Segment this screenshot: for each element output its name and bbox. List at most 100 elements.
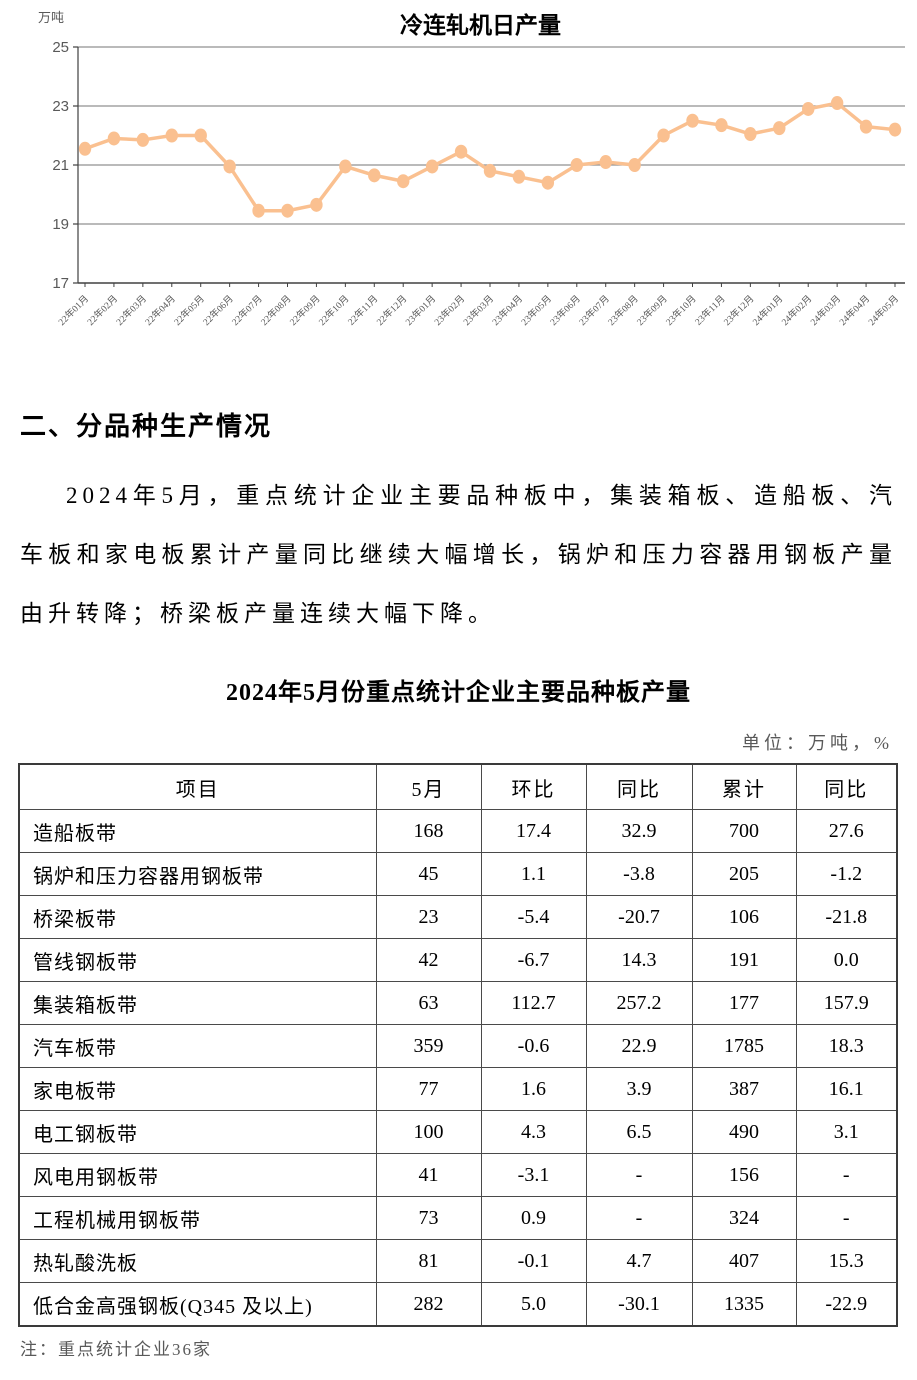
x-tick-label: 24年04月 xyxy=(837,293,872,328)
x-tick-label: 22年06月 xyxy=(200,293,235,328)
data-point-marker xyxy=(802,101,815,116)
x-tick-label: 22年05月 xyxy=(171,293,206,328)
table-row: 低合金高强钢板(Q345 及以上) 282 5.0 -30.1 1335 -22.9 xyxy=(18,1282,898,1327)
data-point-marker xyxy=(454,144,468,159)
data-point-marker xyxy=(628,158,641,172)
row-value: 6.5 xyxy=(585,1110,693,1154)
x-tick-label: 22年02月 xyxy=(85,293,120,328)
x-tick-label: 22年11月 xyxy=(345,293,380,328)
row-value: 156 xyxy=(691,1153,797,1197)
table-header-row: 项目 5月 环比 同比 累计 同比 xyxy=(18,763,898,810)
row-label: 桥梁板带 xyxy=(18,895,377,939)
x-tick-label: 23年05月 xyxy=(519,293,554,328)
data-point-marker xyxy=(165,128,178,143)
row-value: -5.4 xyxy=(480,895,587,939)
row-value: 14.3 xyxy=(585,938,693,982)
y-tick-label: 21 xyxy=(52,157,69,174)
data-point-marker xyxy=(310,197,323,212)
chart-block: 17 19 21 23 25 22年01月 22年02月 22年03月 22年04月 22年05月… xyxy=(0,0,917,345)
row-value: - xyxy=(795,1196,898,1240)
row-value: -20.7 xyxy=(585,895,693,939)
column-header: 同比 xyxy=(585,763,693,810)
row-value: -30.1 xyxy=(585,1282,693,1327)
data-point-marker xyxy=(657,128,670,143)
row-value: -21.8 xyxy=(795,895,898,939)
x-tick-label: 23年07月 xyxy=(576,293,611,328)
column-header: 环比 xyxy=(480,763,587,810)
data-point-marker xyxy=(136,132,150,147)
x-tick-label: 23年08月 xyxy=(605,293,640,328)
data-point-marker xyxy=(252,203,265,218)
row-value: - xyxy=(795,1153,898,1197)
x-tick-label: 24年03月 xyxy=(808,293,843,328)
row-label: 风电用钢板带 xyxy=(18,1153,377,1197)
row-label: 低合金高强钢板(Q345 及以上) xyxy=(18,1282,377,1327)
row-value: 168 xyxy=(375,809,482,853)
data-point-marker xyxy=(397,174,410,189)
data-point-marker xyxy=(888,122,902,137)
y-tick-label: 25 xyxy=(52,39,69,56)
row-value: 324 xyxy=(691,1196,797,1240)
row-value: - xyxy=(585,1196,693,1240)
row-value: 5.0 xyxy=(480,1282,587,1327)
data-line xyxy=(83,101,897,213)
table-row: 管线钢板带 42 -6.7 14.3 191 0.0 xyxy=(18,938,898,982)
row-value: 73 xyxy=(375,1196,482,1240)
row-label: 锅炉和压力容器用钢板带 xyxy=(18,852,377,896)
x-tick-label: 22年08月 xyxy=(258,293,293,328)
row-value: 17.4 xyxy=(480,809,587,853)
row-value: 81 xyxy=(375,1239,482,1283)
x-tick-label: 24年01月 xyxy=(750,293,785,328)
y-tick-label: 23 xyxy=(52,98,69,115)
table-row: 集装箱板带 63 112.7 257.2 177 157.9 xyxy=(18,981,898,1025)
column-header: 累计 xyxy=(691,763,797,810)
row-value: -1.2 xyxy=(795,852,898,896)
x-tick-label: 22年04月 xyxy=(143,293,178,328)
table-row: 造船板带 168 17.4 32.9 700 27.6 xyxy=(18,809,898,853)
row-value: 77 xyxy=(375,1067,482,1111)
data-point-marker xyxy=(78,141,92,156)
data-point-marker xyxy=(686,113,699,128)
data-point-marker xyxy=(859,119,873,134)
row-value: 1335 xyxy=(691,1282,797,1327)
row-value: 205 xyxy=(691,852,797,896)
row-value: -6.7 xyxy=(480,938,587,982)
table-footnote: 注：重点统计企业36家 xyxy=(20,1340,212,1359)
row-value: 407 xyxy=(691,1239,797,1283)
section-paragraph: 2024年5月，重点统计企业主要品种板中，集装箱板、造船板、汽车板和家电板累计产… xyxy=(20,483,897,626)
row-value: 282 xyxy=(375,1282,482,1327)
row-value: 490 xyxy=(691,1110,797,1154)
data-point-marker xyxy=(744,127,757,142)
column-header: 项目 xyxy=(18,763,377,810)
row-label: 工程机械用钢板带 xyxy=(18,1196,377,1240)
table-row: 电工钢板带 100 4.3 6.5 490 3.1 xyxy=(18,1110,898,1154)
row-value: 41 xyxy=(375,1153,482,1197)
data-point-marker xyxy=(483,163,497,178)
table-row: 汽车板带 359 -0.6 22.9 1785 18.3 xyxy=(18,1024,898,1068)
data-point-marker xyxy=(223,159,236,174)
data-point-marker xyxy=(773,121,786,136)
production-table: 项目 5月 环比 同比 累计 同比 造船板带 168 17.4 32.9 700 27.6 锅炉和压力… xyxy=(18,763,898,1327)
row-value: 0.0 xyxy=(795,938,898,982)
x-tick-label: 23年06月 xyxy=(548,293,583,328)
row-value: 1.1 xyxy=(480,852,587,896)
y-tick-label: 19 xyxy=(52,216,69,233)
data-point-marker xyxy=(570,158,583,172)
column-header: 5月 xyxy=(375,763,482,810)
row-value: 3.1 xyxy=(795,1110,898,1154)
data-point-marker xyxy=(339,159,352,174)
row-value: 157.9 xyxy=(795,981,898,1025)
row-value: 257.2 xyxy=(585,981,693,1025)
table-unit-note: 单位：万吨，% xyxy=(742,733,893,753)
row-value: 15.3 xyxy=(795,1239,898,1283)
data-point-marker xyxy=(368,168,381,183)
row-value: - xyxy=(585,1153,693,1197)
row-value: -0.6 xyxy=(480,1024,587,1068)
row-label: 家电板带 xyxy=(18,1067,377,1111)
x-tick-label: 24年05月 xyxy=(866,293,901,328)
row-value: 18.3 xyxy=(795,1024,898,1068)
row-value: 112.7 xyxy=(480,981,587,1025)
row-value: 23 xyxy=(375,895,482,939)
x-tick-label: 23年09月 xyxy=(634,293,669,328)
